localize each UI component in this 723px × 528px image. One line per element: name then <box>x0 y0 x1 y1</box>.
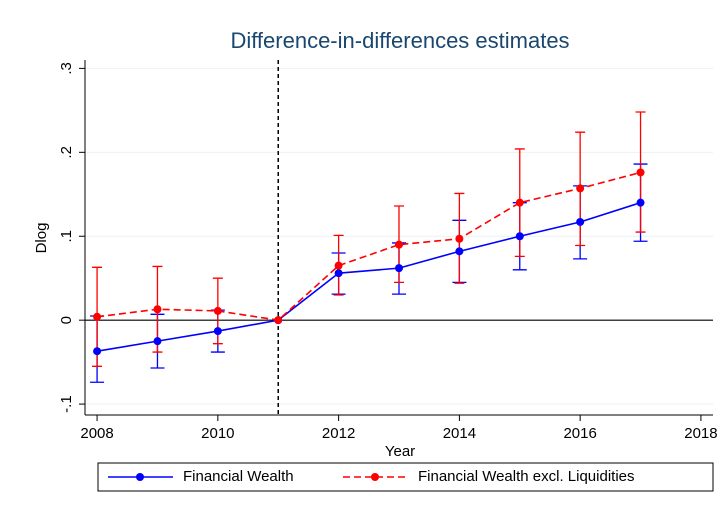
legend-marker <box>371 473 379 481</box>
x-tick-label: 2008 <box>80 425 113 442</box>
point <box>153 305 162 314</box>
point <box>213 306 222 315</box>
point <box>213 327 222 336</box>
point <box>93 312 102 321</box>
point <box>455 234 464 243</box>
point <box>334 261 343 270</box>
point <box>576 217 585 226</box>
legend-marker <box>136 473 144 481</box>
point <box>515 198 524 207</box>
point <box>395 264 403 273</box>
legend-label: Financial Wealth excl. Liquidities <box>418 468 635 485</box>
series-line <box>96 171 641 322</box>
point <box>334 269 343 278</box>
legend-box <box>97 462 714 492</box>
point <box>93 347 102 356</box>
x-tick-label: 2018 <box>684 425 717 442</box>
x-tick-label: 2016 <box>563 425 596 442</box>
x-tick-label: 2012 <box>322 425 355 442</box>
y-tick-label: .2 <box>58 146 75 159</box>
legend-label: Financial Wealth <box>183 468 294 485</box>
y-tick-label: .3 <box>58 62 75 75</box>
point <box>395 240 403 249</box>
x-tick-label: 2010 <box>201 425 234 442</box>
y-tick-label: 0 <box>58 316 75 324</box>
point <box>636 198 645 207</box>
x-axis-label: Year <box>385 443 415 460</box>
y-tick-label: .1 <box>58 230 75 243</box>
y-tick-label: -.1 <box>58 395 75 413</box>
point <box>274 316 283 325</box>
point <box>576 184 585 193</box>
chart-title: Difference-in-differences estimates <box>230 28 569 53</box>
point <box>515 232 524 241</box>
point <box>636 168 645 177</box>
point <box>153 337 162 346</box>
point <box>455 247 464 256</box>
series-line <box>96 201 641 353</box>
x-tick-label: 2014 <box>443 425 476 442</box>
y-axis-label: Dlog <box>33 223 50 254</box>
